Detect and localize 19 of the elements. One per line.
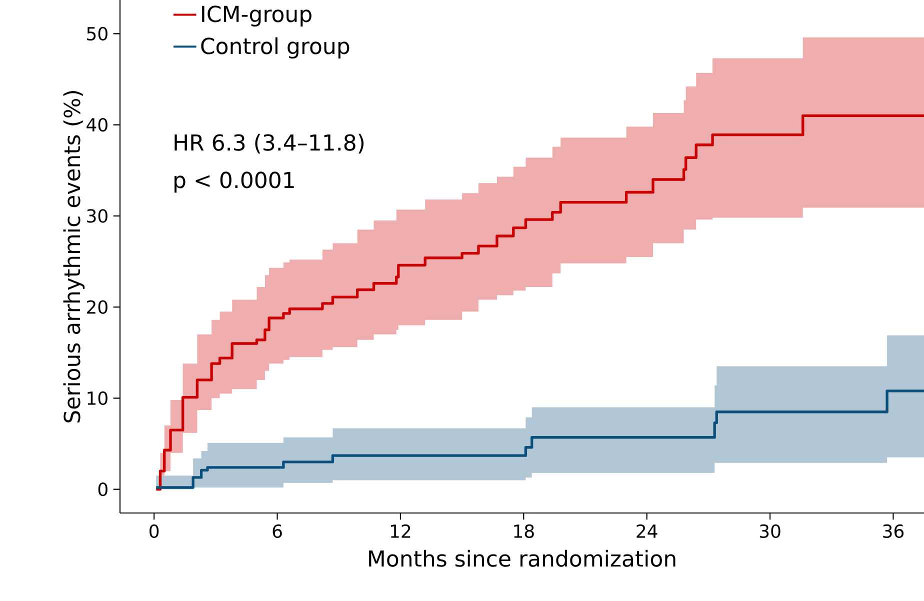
x-tick-label: 30 [760,524,780,538]
y-tick-label: 50 [87,26,108,41]
x-tick-label: 0 [150,524,159,538]
y-tick-label: 30 [87,209,108,223]
x-axis-title: Months since randomization [369,550,676,567]
x-tick-label: 6 [272,524,282,538]
annotation: p < 0.0001 [174,172,294,193]
y-tick-label: 40 [86,118,108,132]
x-tick-label: 36 [883,524,904,538]
legend-label: Control group [201,37,350,59]
legend-label: ICM-group [202,6,312,27]
y-tick-label: 20 [87,300,108,314]
y-tick-label: 0 [98,482,108,496]
x-tick-label: 18 [514,524,534,538]
annotation: HR 6.3 (3.4–11.8) [174,134,364,154]
x-tick-label: 12 [390,524,410,538]
y-tick-label: 10 [88,391,108,405]
x-tick-label: 24 [636,524,658,538]
y-axis-title: Serious arrhythmic events (%) [63,91,85,422]
